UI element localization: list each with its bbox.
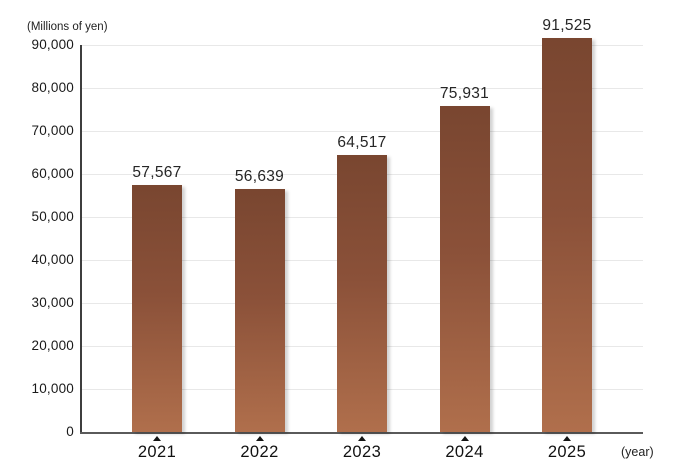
bar-2024	[439, 105, 490, 432]
bar-value-label: 57,567	[132, 163, 182, 181]
y-tick-label: 90,000	[31, 37, 74, 52]
bar-2025	[542, 38, 592, 432]
x-axis-labels: 2021 2022 2023 2024 2025	[82, 434, 643, 468]
y-tick-label: 0	[66, 424, 74, 439]
x-axis-unit-label: (year)	[621, 445, 654, 459]
x-tick-label: 2025	[547, 443, 587, 461]
y-tick-label: 80,000	[31, 80, 74, 95]
bar-value-label: 64,517	[337, 133, 387, 151]
x-tick-label: 2023	[342, 443, 382, 461]
y-tick-label: 70,000	[31, 123, 74, 138]
triangle-marker-icon	[358, 436, 366, 441]
triangle-marker-icon	[460, 436, 469, 441]
bar-2022	[234, 188, 285, 432]
x-tick-label: 2024	[445, 443, 484, 461]
gridline	[82, 45, 643, 46]
y-tick-label: 60,000	[31, 166, 74, 181]
triangle-marker-icon	[255, 436, 264, 441]
y-axis-tick-labels: 0 10,000 20,000 30,000 40,000 50,000 60,000 70,…	[0, 37, 74, 439]
bar-value-label: 75,931	[439, 84, 490, 102]
bar-2021	[132, 184, 182, 432]
triangle-marker-icon	[153, 436, 161, 441]
y-axis-unit-label: (Millions of yen)	[27, 21, 108, 33]
y-axis-line	[80, 45, 82, 434]
y-tick-label: 10,000	[31, 381, 74, 396]
x-axis-line	[80, 432, 643, 434]
bar-2023	[337, 154, 387, 432]
y-tick-label: 30,000	[31, 295, 74, 310]
triangle-marker-icon	[563, 436, 571, 441]
gridline	[82, 88, 643, 89]
x-tick-label: 2022	[240, 443, 279, 461]
y-tick-label: 40,000	[31, 252, 74, 267]
gridline	[82, 131, 643, 132]
x-tick-label: 2021	[137, 443, 177, 461]
bar-value-label: 91,525	[542, 17, 592, 35]
y-tick-label: 50,000	[31, 209, 74, 224]
bar-value-label: 56,639	[234, 167, 285, 185]
plot-area: 57,567 56,639 64,517 75,931 91,525	[80, 17, 643, 434]
y-tick-label: 20,000	[31, 338, 74, 353]
